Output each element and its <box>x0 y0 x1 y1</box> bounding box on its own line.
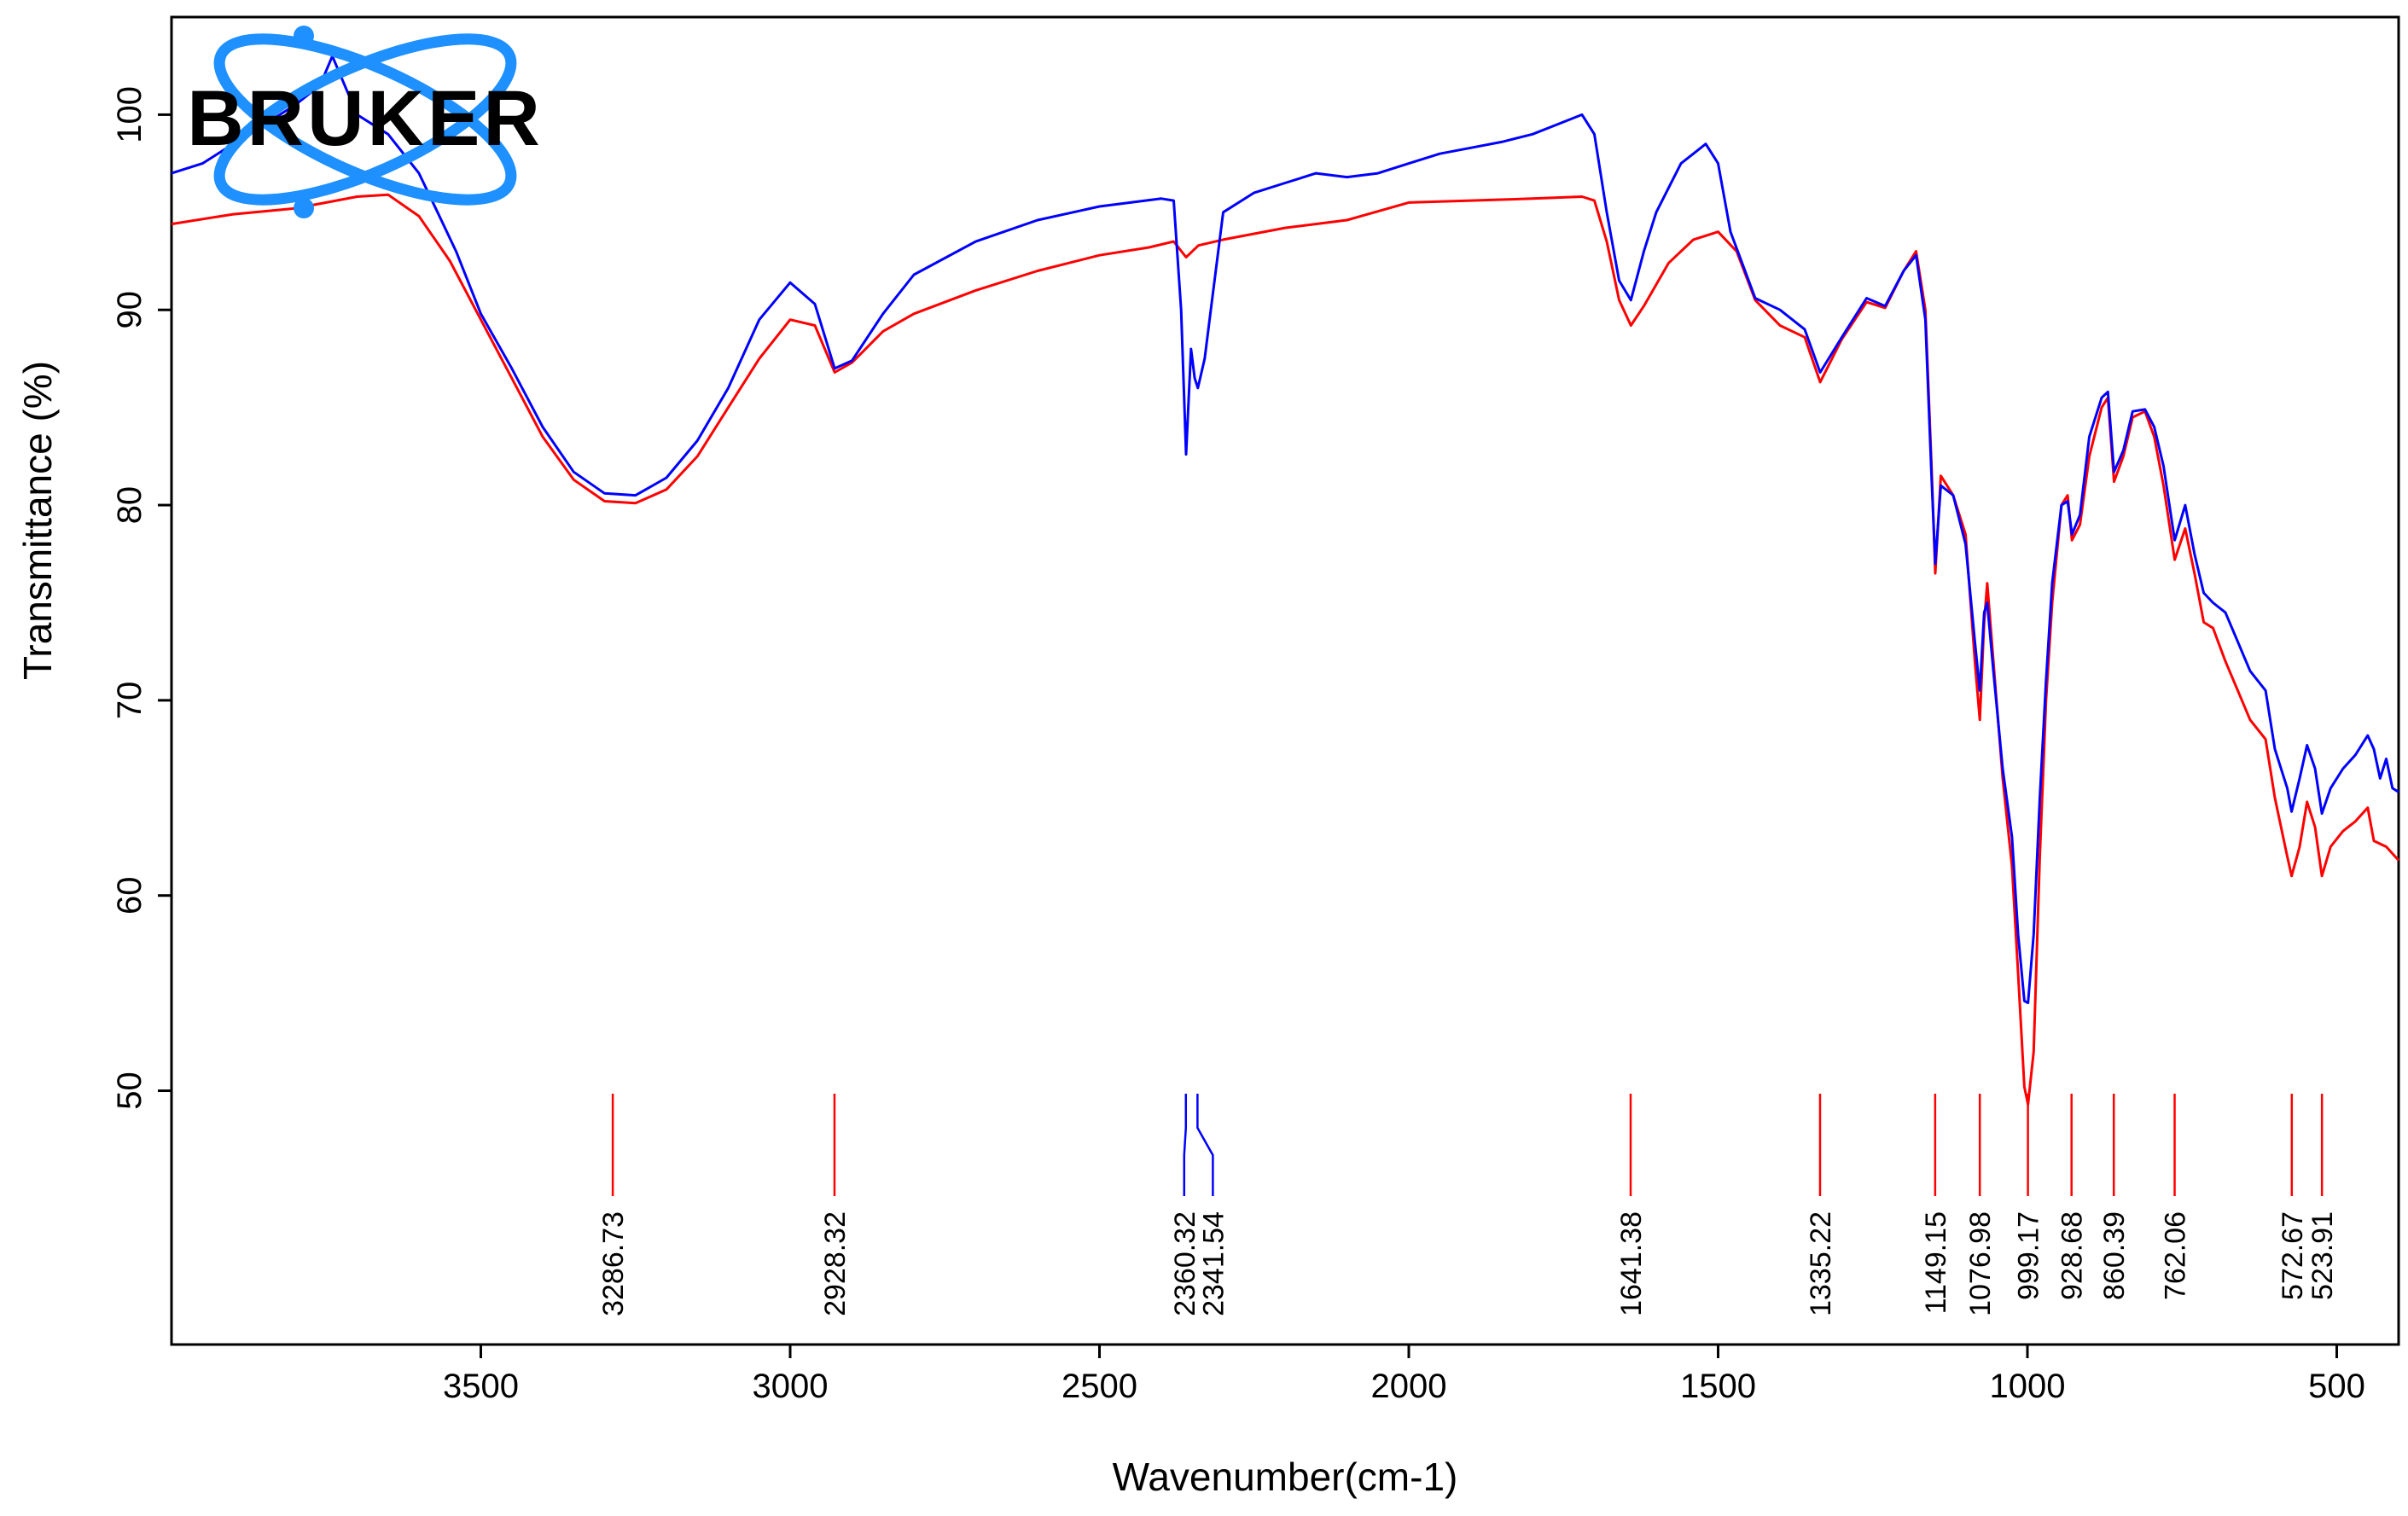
series-layer <box>171 55 2400 1106</box>
x-tick-label: 2000 <box>1371 1368 1447 1405</box>
peak-label: 2341.54 <box>1197 1211 1230 1316</box>
x-axis-label: Wavenumber(cm-1) <box>1113 1455 1458 1499</box>
x-tick-label: 3000 <box>753 1368 829 1405</box>
peak-label: 523.91 <box>2306 1211 2339 1300</box>
plot-frame <box>170 15 2400 1346</box>
logo-text: BRUKER <box>187 75 544 162</box>
peak-label: 928.68 <box>2056 1211 2089 1300</box>
x-tick-label: 1500 <box>1680 1368 1756 1405</box>
peak-label: 1641.38 <box>1615 1211 1648 1316</box>
peak-marker <box>1183 1094 1188 1196</box>
y-tick-label: 70 <box>111 682 148 720</box>
peak-label: 3286.73 <box>597 1211 630 1316</box>
y-axis: 50 60 70 80 90 100 <box>111 86 172 1110</box>
bruker-logo: BRUKER <box>187 26 544 218</box>
y-tick-label: 100 <box>111 86 148 143</box>
y-tick-label: 50 <box>111 1072 148 1110</box>
peak-label: 762.06 <box>2160 1211 2192 1300</box>
peak-label: 572.67 <box>2277 1211 2309 1300</box>
y-tick-label: 60 <box>111 876 148 915</box>
x-tick-label: 2500 <box>1061 1368 1137 1405</box>
peak-label: 2360.32 <box>1169 1211 1201 1316</box>
peak-label: 1149.15 <box>1920 1211 1952 1314</box>
spectrum-line-2 <box>171 55 2399 1005</box>
peak-label: 860.39 <box>2098 1211 2131 1300</box>
spectrum-line-1 <box>171 193 2400 1106</box>
y-axis-label: Transmittance (%) <box>15 361 60 680</box>
y-tick-label: 80 <box>111 486 148 525</box>
x-tick-label: 500 <box>2308 1368 2365 1405</box>
x-tick-label: 1000 <box>1990 1368 2066 1405</box>
logo-dot-top <box>294 26 314 46</box>
y-tick-label: 90 <box>111 291 148 329</box>
peak-label: 1076.98 <box>1964 1211 1997 1316</box>
peak-marker <box>1196 1094 1214 1196</box>
logo-dot-bottom <box>294 198 314 218</box>
peak-label: 999.17 <box>2013 1211 2045 1300</box>
peak-label: 1335.22 <box>1805 1211 1837 1316</box>
x-tick-label: 3500 <box>443 1368 519 1405</box>
peak-label: 2928.32 <box>819 1211 852 1316</box>
logo-orbit-1 <box>213 33 517 206</box>
logo-orbit-2 <box>213 33 517 206</box>
x-axis: 3500 3000 2500 2000 1500 1000 500 <box>443 1345 2365 1405</box>
